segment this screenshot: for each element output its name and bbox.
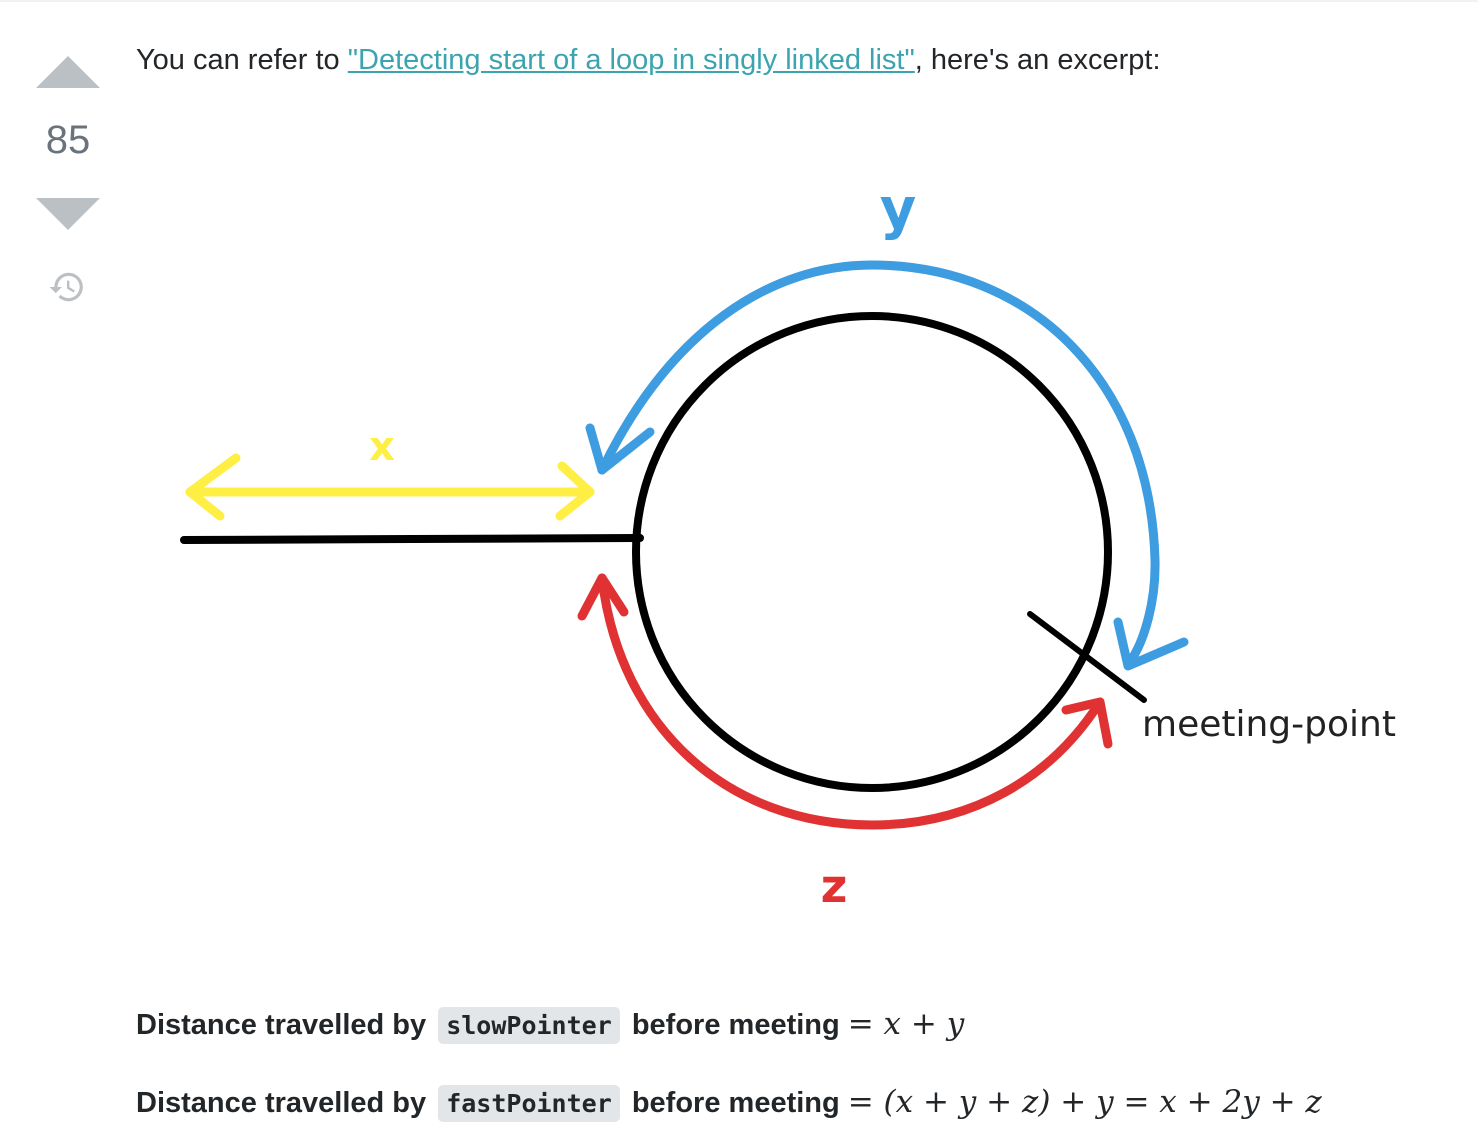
arrow-up-icon[interactable]: [36, 56, 100, 88]
meeting-point-label: meeting-point: [1142, 704, 1396, 745]
code-fast-pointer: fastPointer: [438, 1085, 620, 1122]
intro-text: You can refer to: [136, 44, 348, 76]
question-link[interactable]: "Detecting start of a loop in singly lin…: [347, 44, 915, 76]
label-y: y: [880, 177, 917, 242]
equation-fast-pointer: Distance travelled by fastPointer before…: [136, 1080, 1322, 1126]
intro-text-end: , here's an excerpt:: [914, 44, 1161, 76]
list-tail-line: [180, 534, 644, 544]
equation-suffix: before meeting: [631, 1087, 840, 1119]
top-border: [0, 0, 1478, 2]
equation-prefix: Distance travelled by: [136, 1009, 427, 1041]
z-arrow: [577, 573, 1113, 830]
history-icon[interactable]: [48, 268, 86, 306]
code-slow-pointer: slowPointer: [438, 1007, 620, 1044]
equation-math: = (x + y + z) + y = x + 2y + z: [847, 1084, 1322, 1120]
post-intro: You can refer to "Detecting start of a l…: [136, 40, 1161, 80]
equation-suffix: before meeting: [631, 1009, 840, 1041]
x-arrow: [185, 453, 595, 521]
y-arrow: [585, 260, 1189, 671]
arrow-down-icon[interactable]: [36, 198, 100, 230]
meeting-point-tick: [1027, 611, 1147, 703]
label-z: z: [821, 859, 848, 913]
equation-math: = x + y: [847, 1006, 965, 1042]
vote-count: 85: [45, 118, 91, 162]
label-x: x: [369, 424, 395, 470]
equation-slow-pointer: Distance travelled by slowPointer before…: [136, 1002, 964, 1048]
equation-prefix: Distance travelled by: [136, 1087, 427, 1119]
linked-list-loop-diagram: x y z meeting-point: [180, 177, 1396, 913]
loop-circle: [632, 312, 1112, 792]
